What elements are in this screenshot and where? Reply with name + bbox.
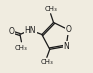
Text: O: O [8, 27, 14, 36]
Text: CH₃: CH₃ [40, 59, 53, 65]
Text: HN: HN [24, 26, 36, 35]
Text: N: N [63, 42, 69, 51]
Text: CH₃: CH₃ [15, 45, 28, 51]
Text: O: O [66, 25, 72, 34]
Text: CH₃: CH₃ [44, 6, 57, 12]
